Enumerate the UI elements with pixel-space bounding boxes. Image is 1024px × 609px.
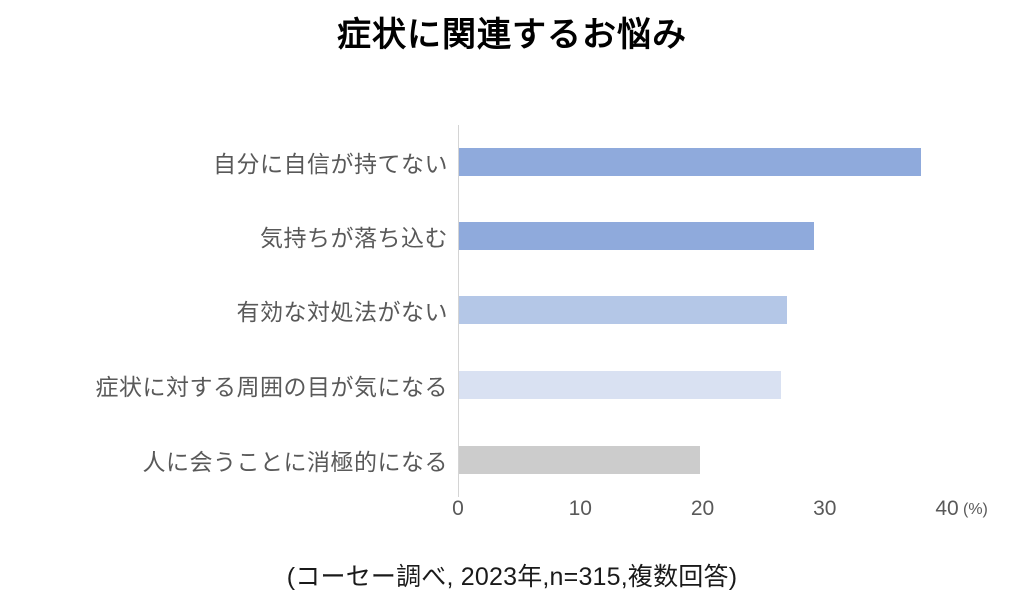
category-label: 自分に自信が持てない — [213, 151, 448, 177]
x-tick-label: 30 — [813, 497, 837, 520]
page-title: 症状に関連するお悩み — [337, 16, 687, 54]
x-tick-label: 0 — [452, 497, 464, 520]
category-label: 人に会うことに消極的になる — [142, 449, 448, 475]
category-label: 症状に対する周囲の目が気になる — [95, 374, 448, 400]
bar-segment — [459, 222, 814, 250]
bar-segment — [459, 446, 700, 474]
x-tick-label: 40 — [935, 497, 959, 520]
bar-row: 自分に自信が持てない — [0, 125, 1024, 199]
chart-source-caption: (コーセー調べ, 2023年,n=315,複数回答) — [286, 563, 738, 591]
axis-unit-label: (%) — [963, 501, 988, 518]
bar-segment — [459, 296, 787, 324]
x-tick-label: 20 — [690, 497, 715, 520]
bar-row: 人に会うことに消極的になる — [0, 423, 1024, 497]
x-axis: 0 10 20 30 40 (%) — [0, 497, 1024, 533]
plot-area: 自分に自信が持てない 気持ちが落ち込む 有効な対処法がない 症状に対する周囲の目… — [0, 125, 1024, 497]
bar-row: 症状に対する周囲の目が気になる — [0, 348, 1024, 422]
bar-row: 気持ちが落ち込む — [0, 199, 1024, 273]
bar-segment — [459, 371, 781, 399]
category-label: 気持ちが落ち込む — [260, 225, 448, 251]
x-tick-label: 10 — [568, 497, 592, 520]
value-axis-line — [458, 125, 459, 497]
bar-segment — [459, 148, 922, 176]
category-label: 有効な対処法がない — [236, 299, 448, 325]
bar-row: 有効な対処法がない — [0, 273, 1024, 347]
